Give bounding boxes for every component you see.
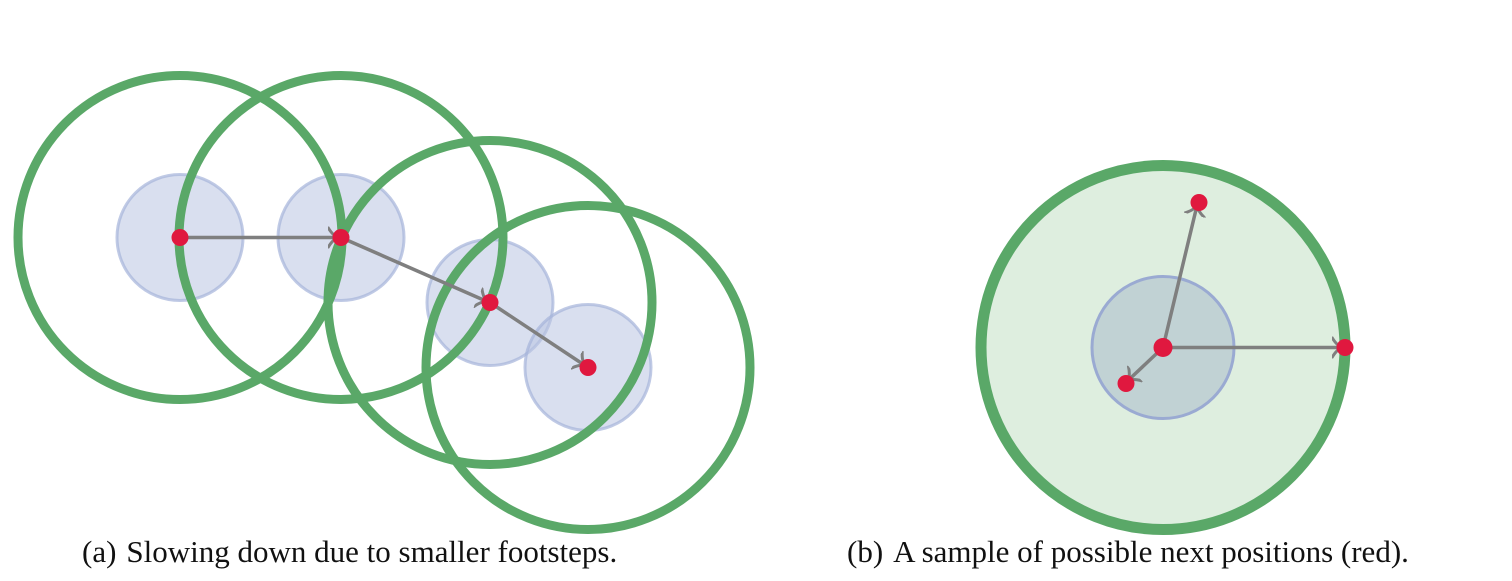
sample-arrow-up	[1161, 206, 1197, 350]
reach-circle-3	[323, 136, 657, 469]
panel-b-diagram	[975, 160, 1354, 535]
positions	[171, 229, 597, 376]
panel-a-diagram	[13, 71, 755, 534]
caption-b-sublabel: (b)	[847, 534, 884, 569]
sample-position-right	[1336, 339, 1354, 356]
caption-panel-b: (b) A sample of possible next positions (…	[847, 530, 1409, 574]
caption-a-text: Slowing down due to smaller footsteps.	[126, 534, 618, 569]
sample-position-down-left	[1117, 375, 1135, 392]
reach-circle-4	[421, 201, 755, 534]
sample-positions	[1117, 194, 1354, 392]
step-arrows	[178, 235, 585, 366]
position-dot-2	[332, 229, 350, 246]
position-dot-4	[579, 359, 597, 376]
sample-position-up	[1190, 194, 1208, 211]
caption-panel-a: (a) Slowing down due to smaller footsteps…	[82, 530, 617, 574]
current-position-dot	[1153, 338, 1173, 357]
caption-b-text: A sample of possible next positions (red…	[893, 534, 1409, 569]
step-arrow-2	[339, 235, 487, 302]
position-dot-1	[171, 229, 189, 246]
position-dot-3	[481, 294, 499, 311]
step-arrow-3	[488, 300, 585, 366]
caption-a-sublabel: (a)	[82, 534, 117, 569]
reach-circles	[13, 71, 755, 534]
